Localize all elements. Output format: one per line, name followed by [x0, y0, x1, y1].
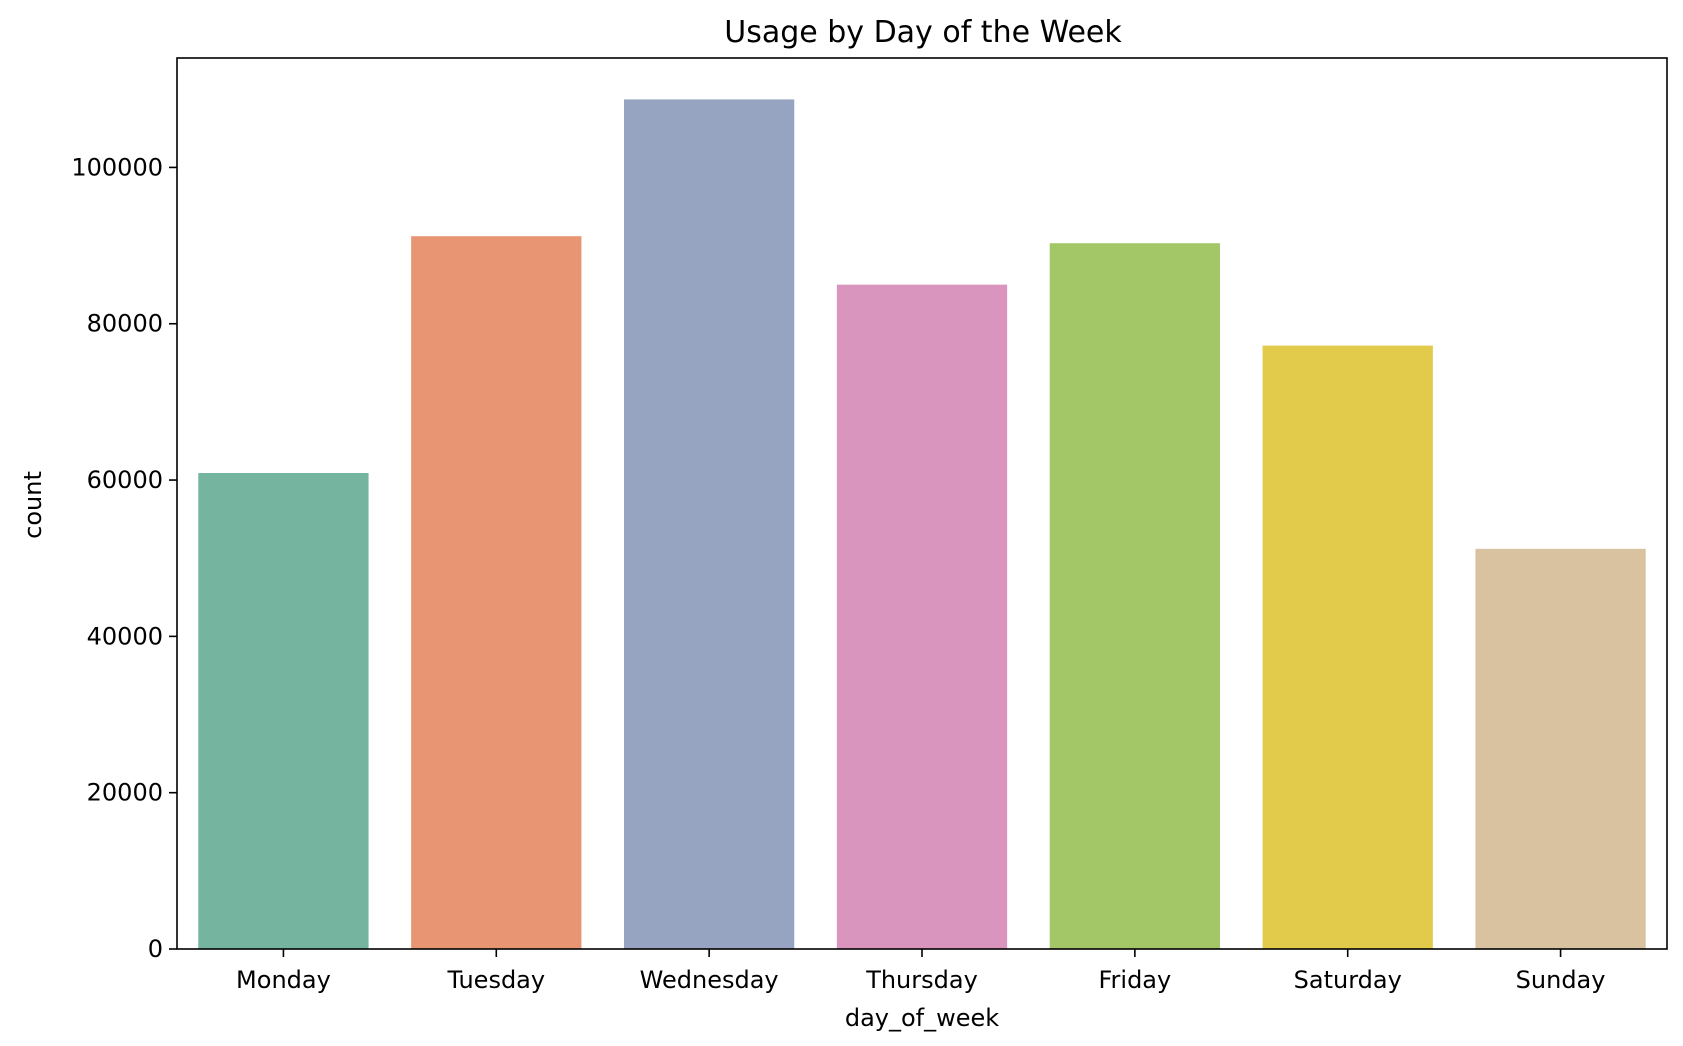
- bar-saturday: [1262, 345, 1433, 949]
- y-axis-ticks: 0 20000 40000 60000 80000 100000: [71, 153, 177, 963]
- x-tick-label: Sunday: [1516, 966, 1606, 994]
- y-axis-label: count: [19, 471, 47, 539]
- chart-title: Usage by Day of the Week: [724, 15, 1122, 50]
- bars-group: [198, 99, 1646, 950]
- y-tick-label: 60000: [87, 466, 163, 494]
- x-tick-label: Friday: [1098, 966, 1171, 994]
- x-tick-label: Wednesday: [640, 966, 779, 994]
- bar-sunday: [1475, 548, 1646, 949]
- x-tick-label: Monday: [236, 966, 331, 994]
- y-tick-label: 20000: [87, 779, 163, 807]
- bar-tuesday: [411, 236, 582, 949]
- bar-monday: [198, 473, 369, 949]
- bar-friday: [1049, 243, 1220, 950]
- y-tick-label: 0: [148, 935, 163, 963]
- y-tick-label: 100000: [71, 153, 163, 181]
- x-axis-label: day_of_week: [845, 1004, 999, 1032]
- x-tick-label: Tuesday: [446, 966, 545, 994]
- bar-thursday: [836, 284, 1008, 949]
- bar-wednesday: [624, 99, 795, 949]
- x-tick-label: Saturday: [1294, 966, 1402, 994]
- x-axis-ticks: Monday Tuesday Wednesday Thursday Friday Satu…: [236, 949, 1605, 994]
- x-tick-label: Thursday: [865, 966, 978, 994]
- y-tick-label: 80000: [87, 310, 163, 338]
- plot-frame: [176, 57, 1668, 950]
- y-tick-label: 40000: [87, 622, 163, 650]
